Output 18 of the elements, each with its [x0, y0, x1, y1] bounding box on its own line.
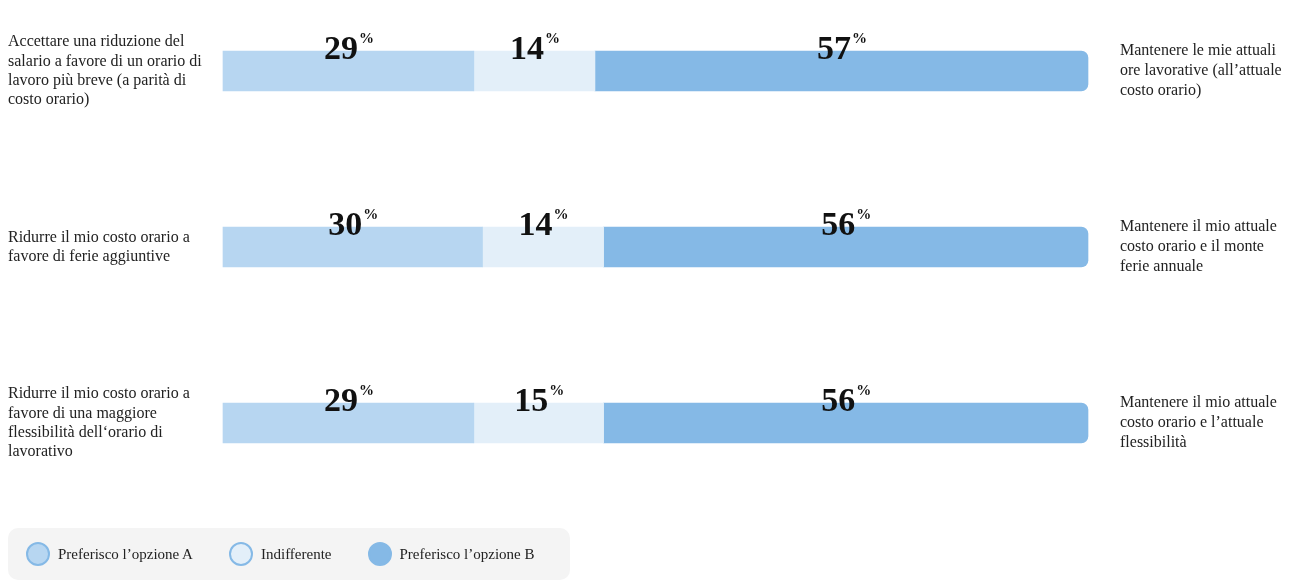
y-tick-label: Ridurre il mio costo orario a favore di una maggiore flessibilità dell‘orario di lavorativo [8, 384, 190, 459]
data-label: 30% [328, 205, 379, 242]
text: Mantenere il mio attuale costo orario e l’attuale flessibilità [1120, 393, 1277, 451]
data-label: 14% [509, 29, 560, 66]
text: Mantenere le mie attuali ore lavorative (all’attuale costo orario) [1120, 41, 1282, 100]
y-tick-label: Ridurre il mio costo orario a favore di ferie aggiuntive [8, 227, 190, 265]
data-label: 29% [323, 29, 374, 66]
data-label: 29% [323, 381, 374, 418]
legend-label: Preferisco l’opzione B [399, 545, 535, 563]
legend-label: Preferisco l’opzione A [58, 545, 193, 563]
data-label: 57% [816, 29, 867, 66]
data-label: 14% [518, 205, 569, 242]
y-tick-label: Accettare una riduzione del salario a favore di un orario di lavoro più breve (a parità di costo orario) [8, 32, 203, 108]
data-label: 15% [514, 381, 565, 418]
data-label: 56% [821, 205, 872, 242]
legend-label: Indifferente [260, 545, 332, 563]
text: Mantenere il mio attuale costo orario e il monte ferie annuale [1120, 217, 1277, 275]
data-label: 56% [821, 381, 872, 418]
